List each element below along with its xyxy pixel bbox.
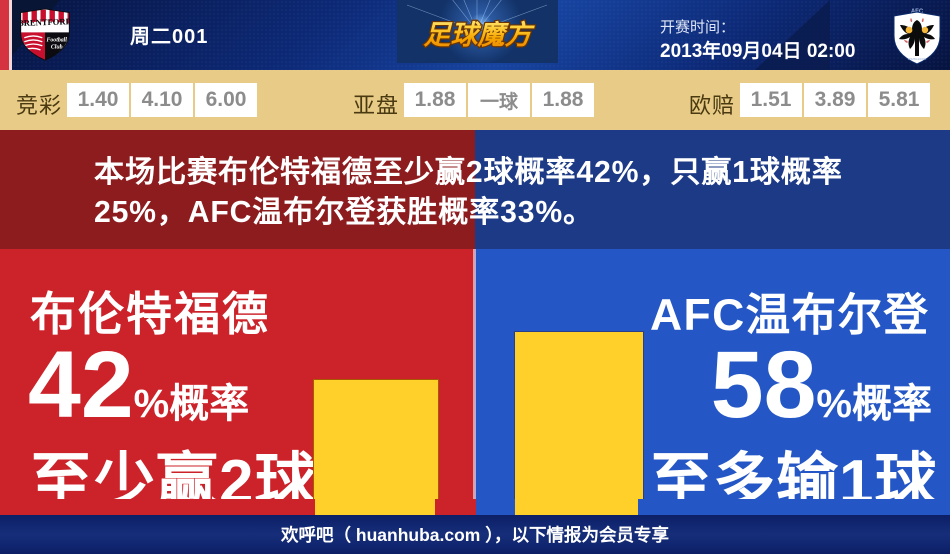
svg-text:BRENTFORD: BRENTFORD [18,16,72,28]
svg-text:WIMBLEDON: WIMBLEDON [908,57,927,61]
svg-text:Football: Football [46,37,67,43]
svg-text:Club: Club [51,45,63,51]
